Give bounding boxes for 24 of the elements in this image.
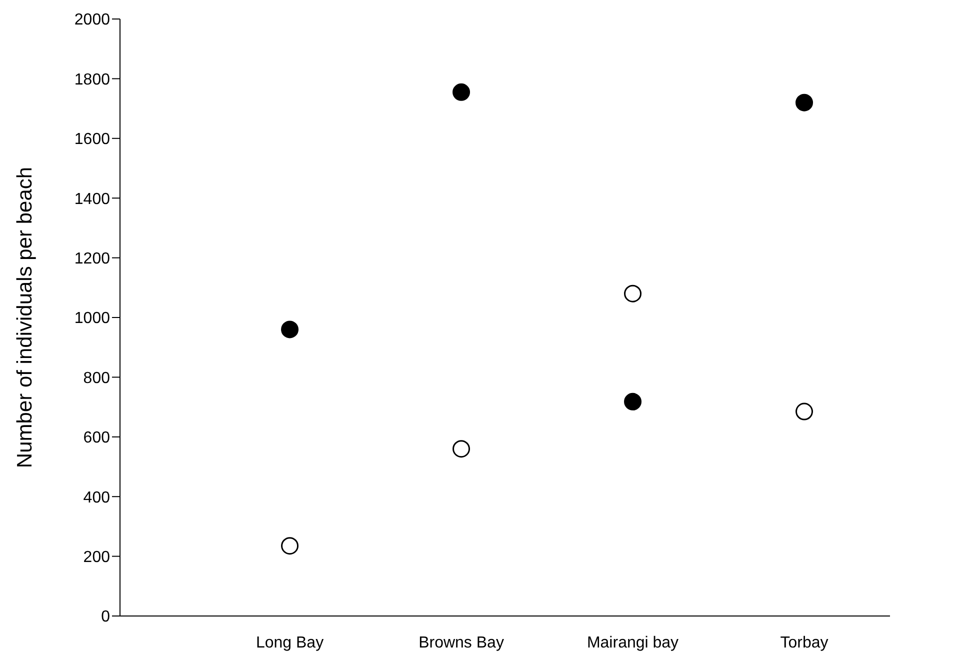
x-tick-label: Long Bay [256, 634, 324, 652]
y-tick-label: 1600 [74, 131, 110, 148]
point [452, 83, 470, 101]
point [624, 284, 642, 302]
y-tick-label: 1800 [74, 71, 110, 88]
point [452, 440, 470, 458]
x-tick-label: Mairangi bay [586, 634, 679, 652]
point [796, 94, 814, 112]
y-tick-label: 1000 [74, 310, 110, 328]
y-tick-label: 600 [83, 430, 110, 447]
x-tick-label: Torbay [780, 634, 828, 652]
x-tick-label: Browns Bay [418, 634, 504, 652]
y-tick-label: 1400 [74, 190, 110, 208]
point [624, 392, 642, 410]
y-tick-label: 1200 [74, 250, 110, 268]
y-tick-label: 200 [83, 548, 110, 566]
point [796, 402, 814, 420]
y-axis-title: Number of individuals per beach [13, 166, 36, 468]
y-tick-label: 2000 [74, 12, 110, 29]
y-tick-label: 800 [83, 370, 110, 387]
point [281, 537, 299, 555]
point [281, 320, 299, 338]
y-tick-label: 400 [83, 489, 110, 506]
y-tick-label: 0 [101, 608, 110, 626]
